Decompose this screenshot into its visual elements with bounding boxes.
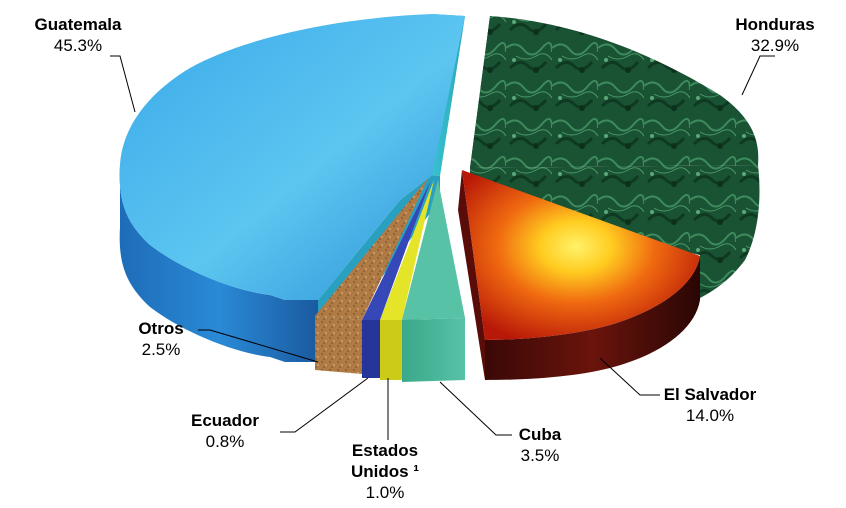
slice-side-otros [315,316,362,374]
slice-top-el-salvador [462,170,700,340]
slice-top-estados-unidos [380,180,434,320]
leader-line-el-salvador [599,357,660,396]
leader-line-guatemala [110,55,136,113]
label-percent: 45.3% [53,36,103,55]
pie-slices [119,14,760,382]
label-el-salvador: El Salvador 14.0% [640,384,780,426]
slice-el-salvador [458,170,700,380]
slice-top-ecuador [362,180,431,320]
leader-line-honduras [741,55,775,96]
label-estados-unidos: Estados Unidos ¹ 1.0% [330,440,440,503]
slice-side-ecuador [362,320,380,378]
slice-side-estados-unidos [380,320,402,380]
leader-line-cuba [439,381,512,436]
label-name: Ecuador [190,411,260,430]
leader-line-otros [198,329,319,363]
label-percent: 1.0% [365,483,405,502]
slice-side-cuba [402,318,465,382]
label-ecuador: Ecuador 0.8% [170,410,280,452]
label-name: Estados [351,441,419,460]
label-percent: 0.8% [205,432,245,451]
label-name: Honduras [735,15,815,34]
label-percent: 3.5% [520,446,560,465]
slice-cuba [402,180,465,382]
slice-estados-unidos [380,180,434,380]
label-name: Otros [138,319,184,338]
leader-lines [110,55,775,440]
label-percent: 32.9% [750,36,800,55]
label-guatemala: Guatemala 45.3% [18,14,138,56]
label-name: Guatemala [34,15,122,34]
slice-ecuador [362,180,431,378]
label-percent: 14.0% [685,406,735,425]
label-otros: Otros 2.5% [116,318,206,360]
label-honduras: Honduras 32.9% [720,14,830,56]
label-name: Cuba [518,425,562,444]
slice-otros [315,178,428,374]
slice-top-otros [315,178,428,320]
slice-top-cuba [402,180,465,320]
slice-wall-el-salvador [458,170,485,380]
slice-top-guatemala [119,14,465,300]
label-name: Unidos ¹ [351,462,419,481]
slice-side-guatemala [119,165,318,362]
label-name: El Salvador [663,385,757,404]
label-percent: 2.5% [141,340,181,359]
leader-line-ecuador [280,377,369,433]
slice-top-honduras [470,16,759,168]
label-cuba: Cuba 3.5% [500,424,580,466]
slice-side-el-salvador [485,256,700,380]
